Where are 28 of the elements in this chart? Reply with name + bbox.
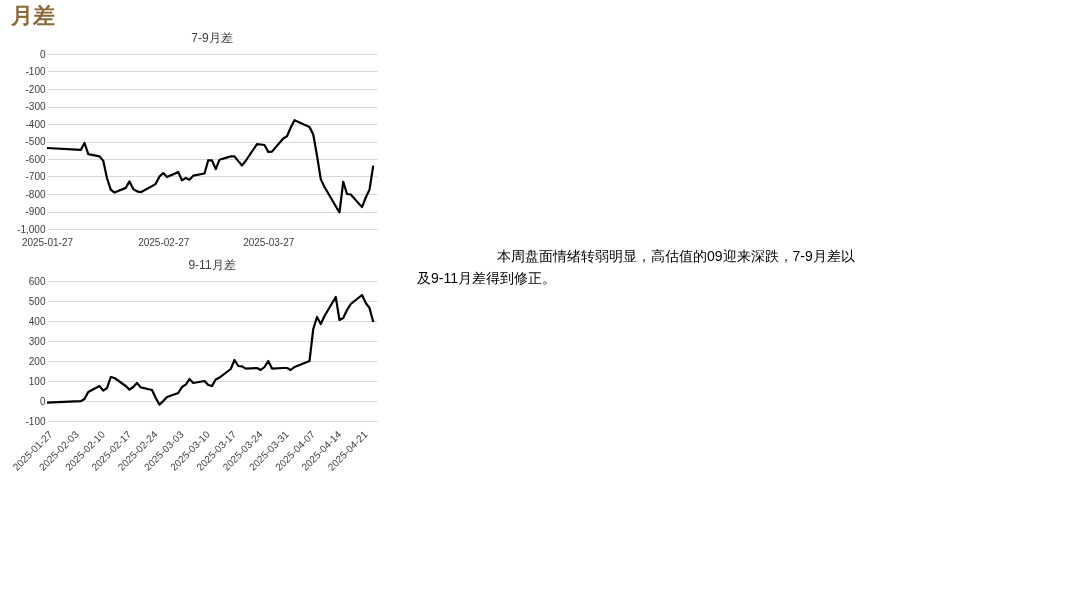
x-tick-label: 2025-01-27: [21, 236, 74, 248]
y-tick-label: -300: [25, 101, 46, 112]
chart-title: 7-9月差: [191, 31, 233, 45]
y-tick-label: 100: [28, 375, 46, 387]
y-tick-label: 0: [39, 395, 46, 407]
y-tick-label: -1,000: [17, 223, 46, 235]
y-tick-label: 300: [28, 335, 46, 347]
y-tick-label: -700: [25, 171, 46, 182]
y-tick-label: -800: [25, 188, 46, 200]
x-tick-label: 2025-02-27: [138, 236, 190, 248]
y-tick-label: -600: [25, 153, 46, 165]
y-tick-label: -900: [25, 206, 46, 217]
y-tick-label: -500: [25, 136, 46, 147]
y-tick-label: -200: [25, 83, 46, 95]
y-tick-label: 600: [28, 275, 46, 287]
text: 本周盘面情绪转弱明显，高估值的09迎来深跌，7-9月差以及9-11月差得到修正。: [417, 248, 855, 286]
line-series: [45, 119, 375, 214]
y-tick-label: -100: [25, 66, 46, 77]
chart-title: 9-11月差: [188, 258, 236, 272]
line-series: [45, 293, 375, 406]
text: 月差: [9, 3, 55, 28]
y-tick-label: -100: [25, 415, 46, 427]
y-tick-label: 200: [28, 355, 46, 367]
y-tick-label: -400: [25, 118, 46, 130]
x-tick-label: 2025-03-27: [243, 236, 295, 248]
y-tick-label: 500: [28, 295, 46, 307]
y-tick-label: 0: [39, 48, 46, 60]
y-tick-label: 400: [28, 315, 46, 327]
